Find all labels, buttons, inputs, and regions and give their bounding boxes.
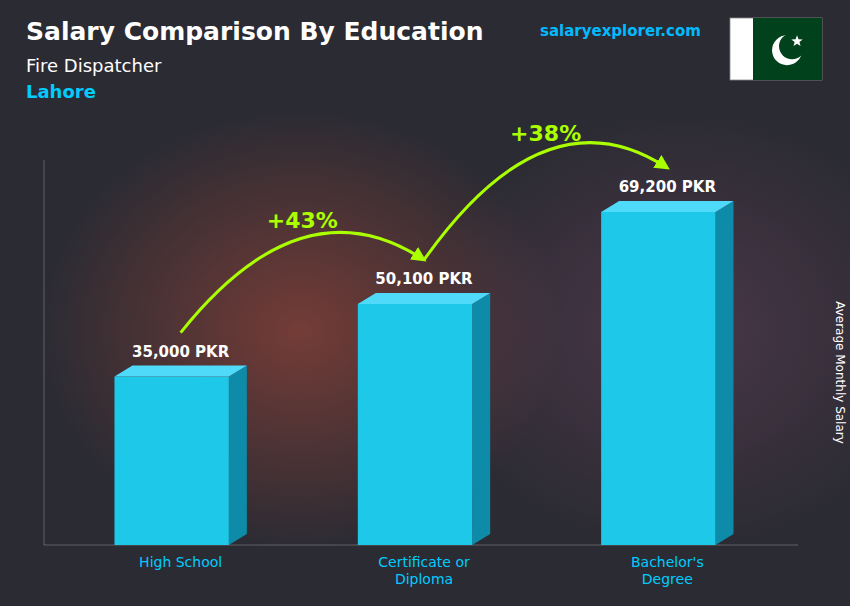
city: Lahore <box>26 81 96 102</box>
bar <box>601 212 715 545</box>
category-line: Certificate or <box>378 554 470 570</box>
bar-top <box>601 201 733 212</box>
y-axis-label: Average Monthly Salary <box>833 301 847 444</box>
flag-star <box>791 35 802 46</box>
chart: 35,000 PKR 50,100 PKR 69,200 PKR +43% +38% Hi… <box>0 0 850 606</box>
value-axis <box>44 160 45 545</box>
category-label: Certificate orDiploma <box>378 554 470 587</box>
data-label: 50,100 PKR <box>375 270 473 288</box>
change-arrow <box>424 143 667 260</box>
change-label: +38% <box>510 121 581 146</box>
background-glow <box>420 110 850 550</box>
flag <box>730 18 822 80</box>
bar-side <box>716 201 734 545</box>
data-label: 35,000 PKR <box>132 343 230 361</box>
category-label: Bachelor'sDegree <box>631 554 704 587</box>
category-label: High School <box>139 554 222 570</box>
bar-side <box>229 366 247 545</box>
title: Salary Comparison By Education <box>26 17 483 46</box>
bars <box>114 201 733 545</box>
background-glow <box>40 110 560 550</box>
subtitle: Fire Dispatcher <box>26 55 162 76</box>
bar-top <box>114 366 246 377</box>
category-line: Degree <box>642 571 693 587</box>
bar-side <box>472 293 490 545</box>
source: salaryexplorer.com <box>540 22 701 40</box>
change-label: +43% <box>267 208 338 233</box>
category-line: High School <box>139 554 222 570</box>
flag-crescent-cut <box>779 33 805 59</box>
category-line: Bachelor's <box>631 554 704 570</box>
flag-white <box>730 18 822 80</box>
flag-green <box>753 18 822 80</box>
data-label: 69,200 PKR <box>619 178 717 196</box>
background <box>0 0 850 606</box>
change-arrow <box>181 232 424 332</box>
bar <box>114 377 228 545</box>
bar-top <box>358 293 490 304</box>
bar <box>358 304 472 545</box>
category-line: Diploma <box>395 571 453 587</box>
